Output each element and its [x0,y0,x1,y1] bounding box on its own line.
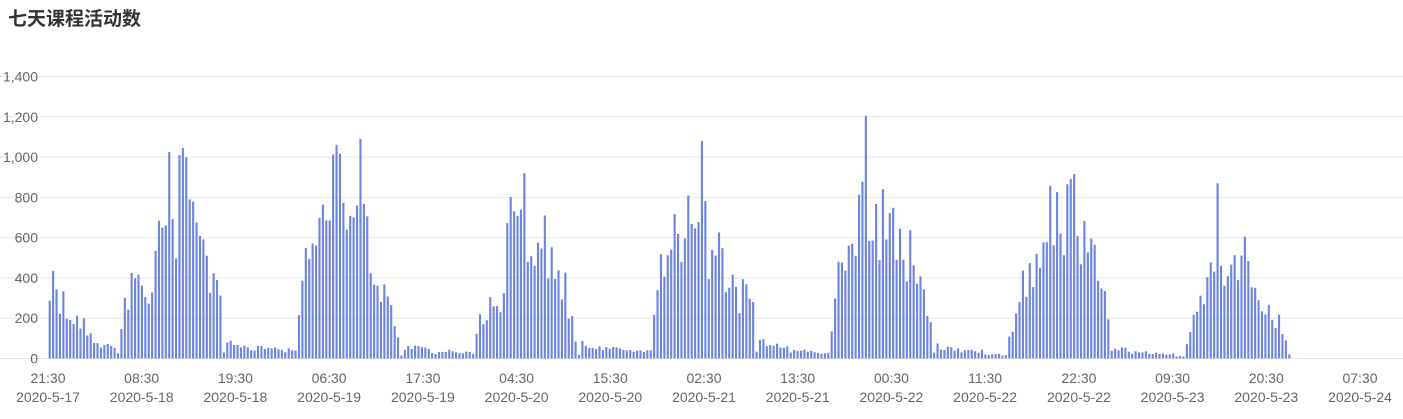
svg-text:2020-5-18: 2020-5-18 [203,389,267,405]
svg-text:21:30: 21:30 [30,370,65,386]
svg-text:20:30: 20:30 [1249,370,1284,386]
svg-text:1,200: 1,200 [3,109,38,125]
svg-text:15:30: 15:30 [593,370,628,386]
svg-text:1,400: 1,400 [3,69,38,85]
svg-text:600: 600 [15,230,39,246]
svg-text:08:30: 08:30 [124,370,159,386]
svg-text:2020-5-22: 2020-5-22 [953,389,1017,405]
svg-text:11:30: 11:30 [968,370,1002,386]
svg-text:04:30: 04:30 [499,370,534,386]
svg-text:400: 400 [15,270,39,286]
svg-text:2020-5-23: 2020-5-23 [1234,389,1298,405]
svg-text:2020-5-22: 2020-5-22 [1047,389,1111,405]
svg-text:13:30: 13:30 [780,370,815,386]
svg-text:2020-5-24: 2020-5-24 [1328,389,1392,405]
svg-text:2020-5-20: 2020-5-20 [485,389,549,405]
svg-text:800: 800 [15,189,39,205]
svg-text:22:30: 22:30 [1061,370,1096,386]
svg-text:00:30: 00:30 [874,370,909,386]
svg-text:200: 200 [15,310,39,326]
svg-text:19:30: 19:30 [218,370,253,386]
svg-text:02:30: 02:30 [686,370,721,386]
svg-text:2020-5-19: 2020-5-19 [391,389,455,405]
svg-text:2020-5-23: 2020-5-23 [1141,389,1205,405]
svg-text:2020-5-20: 2020-5-20 [578,389,642,405]
svg-text:1,000: 1,000 [3,149,38,165]
svg-text:09:30: 09:30 [1155,370,1190,386]
svg-text:2020-5-17: 2020-5-17 [16,389,80,405]
svg-text:0: 0 [30,351,38,367]
svg-text:2020-5-22: 2020-5-22 [859,389,923,405]
svg-text:07:30: 07:30 [1342,370,1377,386]
svg-text:2020-5-18: 2020-5-18 [110,389,174,405]
svg-text:2020-5-19: 2020-5-19 [297,389,361,405]
svg-text:06:30: 06:30 [312,370,347,386]
svg-text:2020-5-21: 2020-5-21 [766,389,830,405]
svg-text:2020-5-21: 2020-5-21 [672,389,736,405]
svg-text:17:30: 17:30 [405,370,440,386]
